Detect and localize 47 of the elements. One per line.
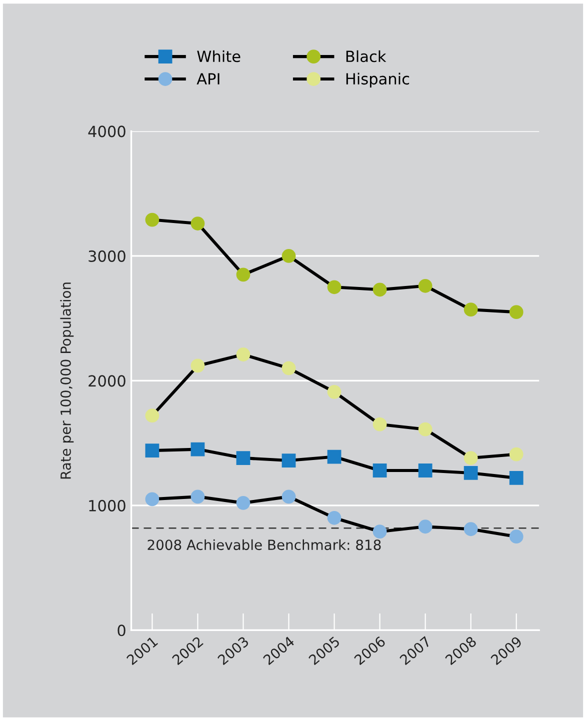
point <box>327 450 342 464</box>
point <box>236 268 250 282</box>
point <box>145 492 160 506</box>
point <box>145 212 160 227</box>
y-tick-label: 4000 <box>88 126 126 138</box>
legend-label: API <box>196 73 220 84</box>
point <box>236 451 250 465</box>
y-tick-label: 0 <box>118 624 126 636</box>
point <box>145 408 160 423</box>
point <box>464 522 478 536</box>
point <box>372 464 387 478</box>
point <box>418 520 432 534</box>
point <box>327 384 342 399</box>
point <box>190 490 205 504</box>
point <box>464 302 478 317</box>
point <box>282 361 296 376</box>
point <box>236 348 250 362</box>
point <box>418 464 432 478</box>
point <box>282 490 296 504</box>
point <box>190 216 205 230</box>
point <box>464 466 478 480</box>
point <box>145 444 160 458</box>
point <box>282 249 296 263</box>
point <box>190 442 205 456</box>
point <box>236 496 250 510</box>
point <box>509 447 524 462</box>
legend-label: White <box>197 50 240 62</box>
point <box>509 530 524 544</box>
point <box>282 454 296 468</box>
point <box>464 451 478 465</box>
ref-line-label: 2008 Achievable Benchmark: 818 <box>148 539 381 550</box>
point <box>509 471 524 485</box>
point <box>372 524 387 539</box>
point <box>418 278 432 293</box>
y-tick-label: 1000 <box>89 500 126 512</box>
legend-label: Hispanic <box>346 72 410 88</box>
point <box>327 280 342 294</box>
point <box>190 358 205 373</box>
point <box>509 305 524 320</box>
y-tick-label: 2000 <box>88 375 126 387</box>
point <box>327 510 342 525</box>
legend-label: Black <box>346 50 386 62</box>
point <box>418 422 432 436</box>
y-axis-title: Rate per 100,000 Population <box>60 282 74 479</box>
point <box>372 282 387 297</box>
point <box>372 417 387 432</box>
y-tick-label: 3000 <box>88 250 126 262</box>
